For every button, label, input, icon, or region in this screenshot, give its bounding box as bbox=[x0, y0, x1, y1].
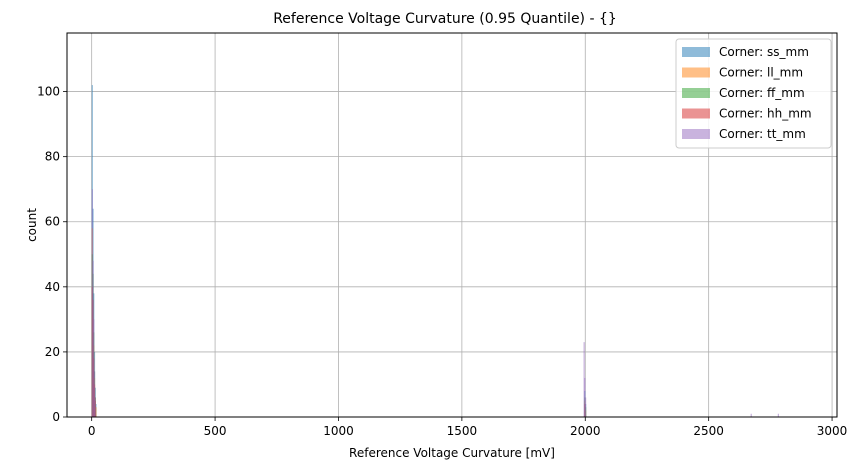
x-tick-label: 2500 bbox=[693, 424, 724, 438]
legend-entry: Corner: ll_mm bbox=[719, 66, 803, 80]
histogram-bar bbox=[91, 189, 93, 417]
y-axis-label: count bbox=[25, 208, 39, 242]
legend-entry: Corner: ss_mm bbox=[719, 45, 809, 59]
x-tick-label: 500 bbox=[204, 424, 227, 438]
y-tick-label: 100 bbox=[37, 85, 60, 99]
legend-swatch bbox=[682, 129, 710, 139]
chart-title: Reference Voltage Curvature (0.95 Quanti… bbox=[273, 11, 617, 27]
y-tick-label: 60 bbox=[45, 215, 60, 229]
plot-frame bbox=[66, 32, 838, 418]
legend-swatch bbox=[682, 88, 710, 98]
histogram-bar bbox=[750, 413, 752, 417]
histogram-bar bbox=[93, 371, 96, 417]
legend-entry: Corner: hh_mm bbox=[719, 107, 812, 121]
histogram-bar bbox=[584, 377, 586, 417]
y-tick-label: 40 bbox=[45, 280, 60, 294]
legend-swatch bbox=[682, 47, 710, 57]
histogram-bar bbox=[94, 397, 96, 417]
histogram-bar bbox=[583, 342, 585, 417]
y-tick-label: 20 bbox=[45, 345, 60, 359]
series-corner-ss-mm bbox=[91, 85, 587, 417]
series-corner-tt-mm bbox=[91, 189, 779, 417]
histogram-bar bbox=[777, 413, 779, 417]
x-tick-label: 1000 bbox=[323, 424, 354, 438]
x-tick-label: 2000 bbox=[570, 424, 601, 438]
x-tick-label: 1500 bbox=[447, 424, 478, 438]
series-corner-ff-mm bbox=[91, 254, 587, 417]
histogram-bar bbox=[95, 407, 97, 417]
legend-entry: Corner: tt_mm bbox=[719, 127, 806, 141]
legend: Corner: ss_mm Corner: ll_mm Corner: ff_mm C… bbox=[675, 38, 832, 149]
x-axis-label: Reference Voltage Curvature [mV] bbox=[349, 446, 555, 460]
x-axis-ticks: 0 500 1000 1500 2000 2500 3000 bbox=[88, 417, 847, 438]
histogram-bar bbox=[585, 397, 587, 417]
y-tick-label: 0 bbox=[52, 410, 60, 424]
histogram-bar bbox=[93, 319, 95, 417]
series-corner-ll-mm bbox=[91, 228, 587, 417]
histogram-bars bbox=[91, 85, 779, 417]
legend-box bbox=[675, 38, 832, 149]
legend-swatch bbox=[682, 67, 710, 78]
legend-swatch bbox=[682, 108, 710, 119]
legend-entry: Corner: ff_mm bbox=[719, 86, 805, 100]
y-axis-ticks: 0 20 40 60 80 100 bbox=[37, 85, 67, 424]
histogram-bar bbox=[92, 260, 94, 417]
y-tick-label: 80 bbox=[45, 150, 60, 164]
x-tick-label: 3000 bbox=[817, 424, 848, 438]
x-tick-label: 0 bbox=[88, 424, 96, 438]
